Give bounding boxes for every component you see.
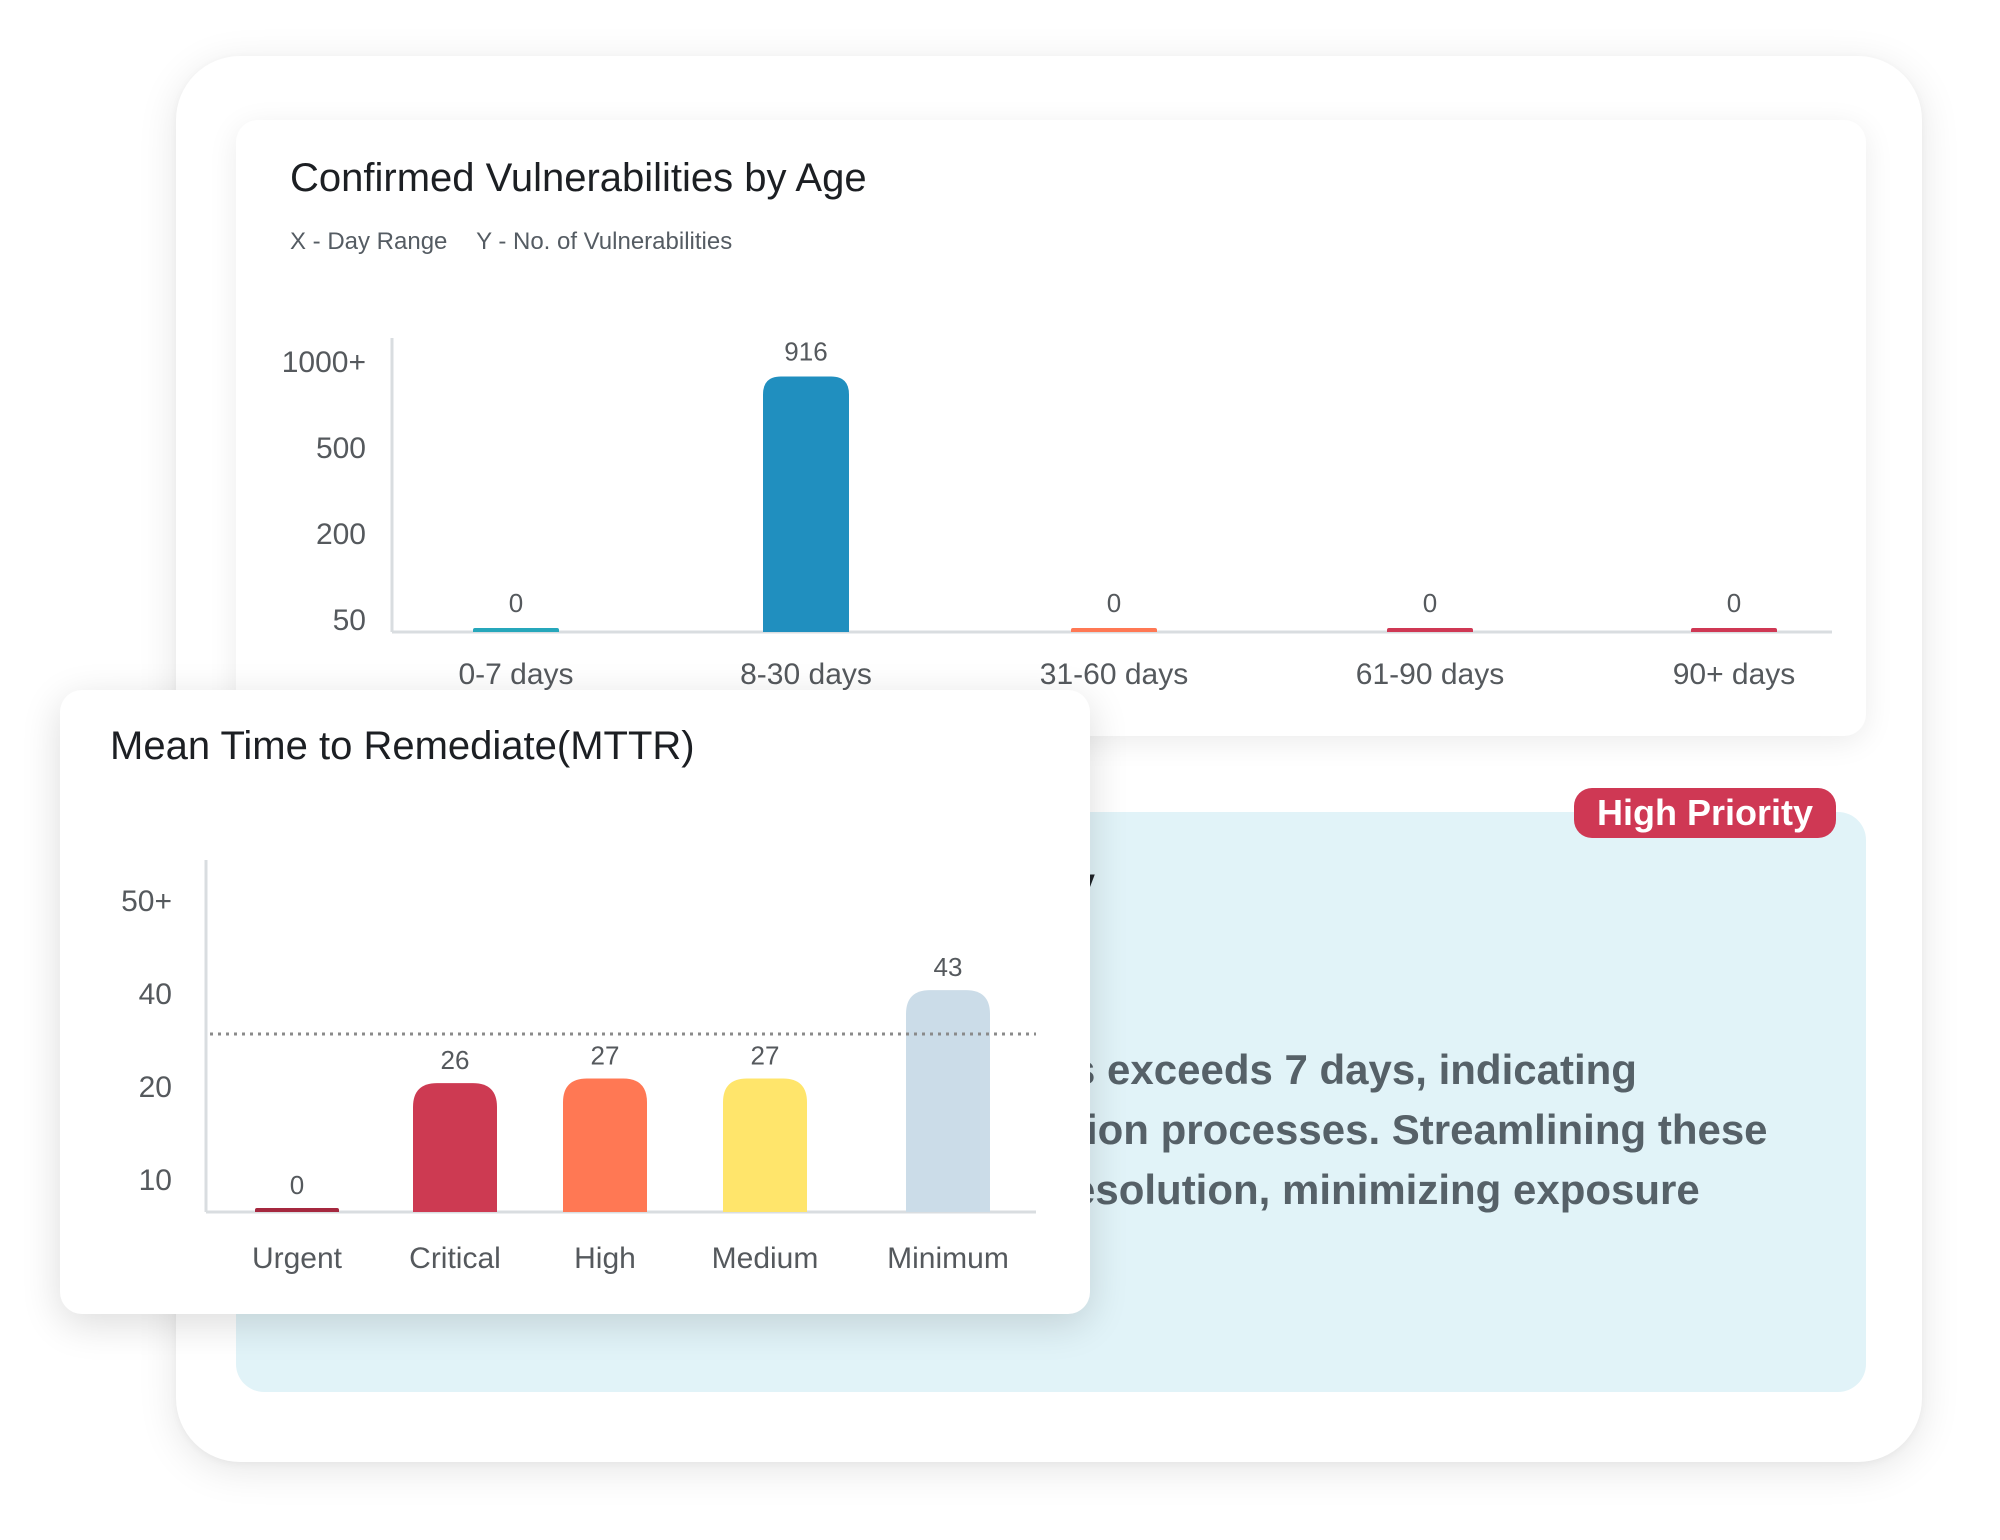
age-bar xyxy=(473,628,559,632)
mttr-data-label: 26 xyxy=(441,1045,470,1075)
age-x-tick-label: 31-60 days xyxy=(1040,658,1188,691)
high-priority-badge: High Priority xyxy=(1574,788,1836,838)
age-data-label: 0 xyxy=(509,588,523,618)
age-bar xyxy=(1071,628,1157,632)
mttr-data-label: 43 xyxy=(934,952,963,982)
age-y-caption: Y - No. of Vulnerabilities xyxy=(476,228,733,255)
age-x-tick-label: 90+ days xyxy=(1673,658,1796,691)
mttr-bar-chart: 10 20 40 50+ 0 Urgent 26 Critical 27 High 27 Medium… xyxy=(121,860,1036,1275)
mttr-bar xyxy=(255,1208,339,1212)
mttr-x-tick-label: Critical xyxy=(409,1242,501,1275)
priority-description: s exceeds 7 days, indicating tion proces… xyxy=(1072,1046,1768,1213)
age-y-tick-label: 50 xyxy=(333,604,366,637)
age-x-tick-label: 0-7 days xyxy=(458,658,573,691)
age-bar xyxy=(1387,628,1473,632)
mttr-bar xyxy=(906,990,990,1212)
mttr-y-tick-label: 10 xyxy=(139,1164,172,1197)
vulnerabilities-by-age-card: Confirmed Vulnerabilities by Age X - Day… xyxy=(236,120,1866,736)
mttr-x-tick-label: Medium xyxy=(712,1242,819,1275)
age-x-tick-label: 8-30 days xyxy=(740,658,872,691)
mttr-bar xyxy=(413,1083,497,1212)
age-data-label: 0 xyxy=(1423,588,1437,618)
age-x-tick-label: 61-90 days xyxy=(1356,658,1504,691)
age-x-caption: X - Day Range xyxy=(290,228,448,255)
age-axis-caption: X - Day Range Y - No. of Vulnerabilities xyxy=(290,228,732,256)
age-data-label: 916 xyxy=(784,336,827,366)
age-data-label: 0 xyxy=(1727,588,1741,618)
age-chart-title: Confirmed Vulnerabilities by Age xyxy=(290,156,867,200)
mttr-bar xyxy=(723,1078,807,1212)
mttr-data-label: 27 xyxy=(591,1040,620,1070)
mttr-y-tick-label: 50+ xyxy=(121,885,172,918)
mttr-y-tick-label: 20 xyxy=(139,1071,172,1104)
age-y-tick-label: 200 xyxy=(316,518,366,551)
mttr-x-tick-label: High xyxy=(574,1242,636,1275)
age-bar-chart: 50 200 500 1000+ 0 0-7 days 916 8-30 days 0 31-60… xyxy=(282,336,1832,691)
mttr-chart-title: Mean Time to Remediate(MTTR) xyxy=(110,724,695,768)
age-bar xyxy=(763,376,849,632)
mttr-data-label: 27 xyxy=(751,1040,780,1070)
age-y-tick-label: 500 xyxy=(316,432,366,465)
mttr-y-tick-label: 40 xyxy=(139,978,172,1011)
age-bar xyxy=(1691,628,1777,632)
age-data-label: 0 xyxy=(1107,588,1121,618)
mttr-data-label: 0 xyxy=(290,1170,304,1200)
mttr-x-tick-label: Urgent xyxy=(252,1242,343,1275)
mttr-x-tick-label: Minimum xyxy=(887,1242,1009,1275)
mttr-bar xyxy=(563,1078,647,1212)
age-y-tick-label: 1000+ xyxy=(282,346,366,379)
mttr-card: Mean Time to Remediate(MTTR) 10 20 40 50+ 0 U… xyxy=(60,690,1090,1314)
